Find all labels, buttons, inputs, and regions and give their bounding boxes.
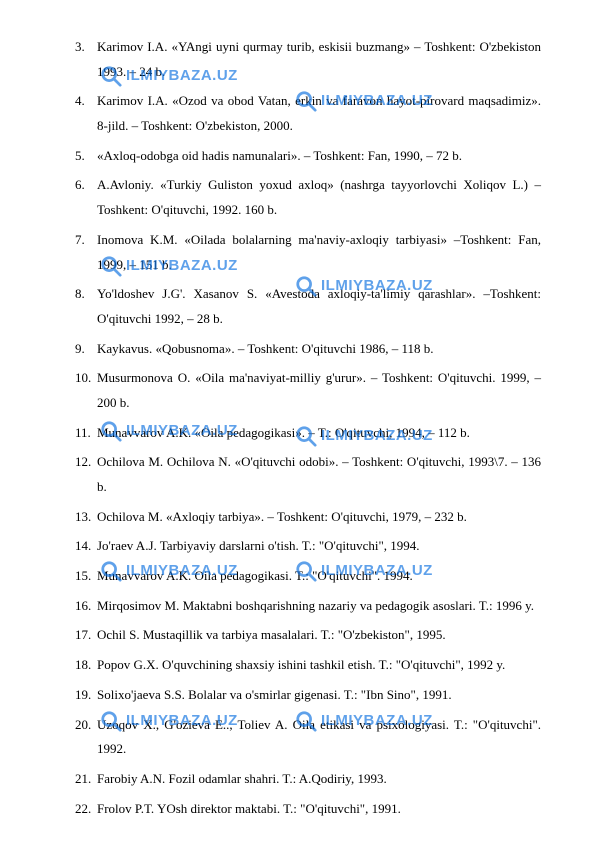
- reference-item: A.Avloniy. «Turkiy Guliston yoxud axloq»…: [75, 173, 541, 222]
- search-icon: [295, 425, 317, 447]
- search-icon: [295, 710, 317, 732]
- watermark: ILMIYBAZA.UZ: [295, 90, 433, 112]
- watermark-text: ILMIYBAZA.UZ: [126, 422, 238, 439]
- watermark: ILMIYBAZA.UZ: [295, 275, 433, 297]
- reference-item: Mirqosimov M. Maktabni boshqarishning na…: [75, 594, 541, 619]
- search-icon: [100, 65, 122, 87]
- watermark-text: ILMIYBAZA.UZ: [126, 562, 238, 579]
- watermark: ILMIYBAZA.UZ: [100, 560, 238, 582]
- search-icon: [295, 275, 317, 297]
- watermark: ILMIYBAZA.UZ: [295, 425, 433, 447]
- watermark-text: ILMIYBAZA.UZ: [321, 427, 433, 444]
- search-icon: [295, 560, 317, 582]
- watermark-text: ILMIYBAZA.UZ: [321, 562, 433, 579]
- watermark: ILMIYBAZA.UZ: [295, 710, 433, 732]
- reference-item: Kaykavus. «Qobusnoma». – Toshkent: O'qit…: [75, 337, 541, 362]
- watermark: ILMIYBAZA.UZ: [100, 255, 238, 277]
- watermark-text: ILMIYBAZA.UZ: [126, 712, 238, 729]
- watermark-text: ILMIYBAZA.UZ: [126, 257, 238, 274]
- search-icon: [100, 710, 122, 732]
- reference-item: Frolov P.T. YOsh direktor maktabi. T.: "…: [75, 797, 541, 822]
- watermark: ILMIYBAZA.UZ: [100, 65, 238, 87]
- watermark: ILMIYBAZA.UZ: [100, 710, 238, 732]
- watermark-text: ILMIYBAZA.UZ: [321, 277, 433, 294]
- reference-item: Musurmonova O. «Oila ma'naviyat-milliy g…: [75, 366, 541, 415]
- watermark-text: ILMIYBAZA.UZ: [321, 712, 433, 729]
- reference-item: Solixo'jaeva S.S. Bolalar va o'smirlar g…: [75, 683, 541, 708]
- reference-item: Ochilova M. Ochilova N. «O'qituvchi odob…: [75, 450, 541, 499]
- search-icon: [295, 90, 317, 112]
- search-icon: [100, 255, 122, 277]
- reference-item: Ochilova M. «Axloqiy tarbiya». – Toshken…: [75, 505, 541, 530]
- reference-item: Popov G.X. O'quvchining shaxsiy ishini t…: [75, 653, 541, 678]
- watermark-text: ILMIYBAZA.UZ: [126, 67, 238, 84]
- watermark: ILMIYBAZA.UZ: [100, 420, 238, 442]
- reference-item: Ochil S. Mustaqillik va tarbiya masalala…: [75, 623, 541, 648]
- search-icon: [100, 560, 122, 582]
- reference-item: Jo'raev A.J. Tarbiyaviy darslarni o'tish…: [75, 534, 541, 559]
- watermark-text: ILMIYBAZA.UZ: [321, 92, 433, 109]
- reference-item: «Axloq-odobga oid hadis namunalari». – T…: [75, 144, 541, 169]
- search-icon: [100, 420, 122, 442]
- reference-item: Farobiy A.N. Fozil odamlar shahri. T.: A…: [75, 767, 541, 792]
- watermark: ILMIYBAZA.UZ: [295, 560, 433, 582]
